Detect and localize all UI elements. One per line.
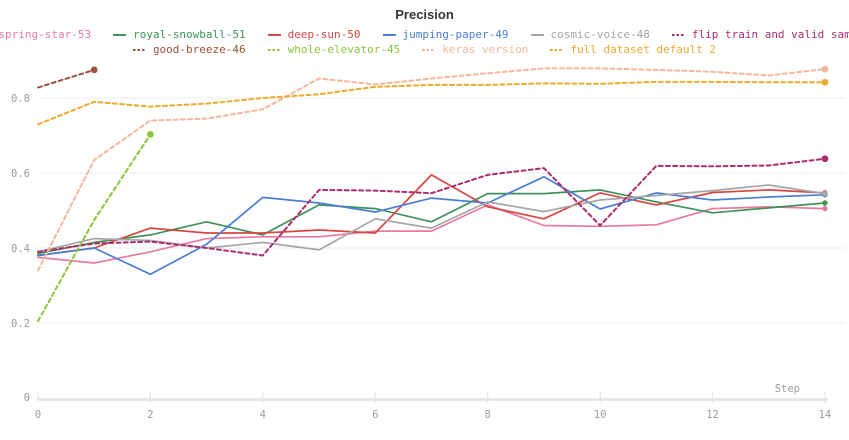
series-end-dot-good-breeze-46 (90, 66, 98, 74)
series-line-full-dataset-default-2[interactable] (37, 80, 826, 126)
x-tick-label: 10 (594, 409, 607, 421)
x-axis-title: Step (775, 383, 800, 395)
legend-item-whole-elevator-45[interactable]: whole-elevator-45 (267, 43, 401, 56)
legend-item-jumping-paper-49[interactable]: jumping-paper-49 (382, 28, 509, 41)
legend-item-flip-train-and-valid-sample[interactable]: flip train and valid sample (671, 28, 849, 41)
dashed-line-swatch-icon (671, 33, 685, 36)
legend-label: whole-elevator-45 (287, 43, 401, 56)
legend-label: good-breeze-46 (152, 43, 246, 56)
legend-item-keras-version[interactable]: keras version (422, 43, 528, 56)
chart-legend: spring-star-53 royal-snowball-51 deep-sun-… (0, 27, 849, 57)
dashed-line-swatch-icon (422, 48, 436, 51)
series-line-whole-elevator-45[interactable] (37, 133, 152, 323)
series-end-dot-flip-train-and-valid-sample (821, 155, 829, 163)
series-end-dot-royal-snowball-51 (822, 200, 828, 206)
solid-line-swatch-icon (530, 33, 544, 36)
legend-row: good-breeze-46 whole-elevator-45 keras ver… (0, 42, 849, 57)
y-tick-label: 0.8 (11, 93, 30, 105)
series-end-dot-full-dataset-default-2 (821, 78, 829, 86)
x-tick-label: 0 (35, 409, 41, 421)
series-end-dot-keras-version (821, 65, 829, 73)
series-end-dot-spring-star-53 (822, 205, 828, 212)
legend-item-full-dataset-default-2[interactable]: full dataset default 2 (550, 43, 716, 56)
x-tick-label: 14 (819, 409, 832, 421)
legend-item-spring-star-53[interactable]: spring-star-53 (0, 28, 91, 41)
x-tick-label: 2 (147, 409, 153, 421)
y-tick-label: 0.4 (11, 243, 30, 255)
solid-line-swatch-icon (382, 33, 396, 36)
solid-line-swatch-icon (267, 33, 281, 36)
y-tick-label: 0.2 (11, 318, 30, 330)
chart-title: Precision (395, 7, 454, 22)
series-line-spring-star-53[interactable] (37, 204, 826, 264)
series-line-keras-version[interactable] (37, 67, 826, 272)
series-line-jumping-paper-49[interactable] (37, 175, 826, 276)
series-line-flip-train-and-valid-sample[interactable] (37, 157, 826, 257)
legend-label: cosmic-voice-48 (550, 28, 650, 41)
legend-label: full dataset default 2 (570, 43, 717, 56)
dashed-line-swatch-icon (550, 48, 564, 51)
dashed-line-swatch-icon (132, 48, 146, 51)
legend-label: keras version (442, 43, 529, 56)
y-tick-label: 0.6 (11, 168, 30, 180)
legend-item-deep-sun-50[interactable]: deep-sun-50 (267, 28, 361, 41)
dashed-line-swatch-icon (267, 48, 281, 51)
series-end-dot-cosmic-voice-48 (822, 190, 828, 197)
legend-item-cosmic-voice-48[interactable]: cosmic-voice-48 (530, 28, 650, 41)
x-tick-label: 4 (260, 409, 266, 421)
x-tick-label: 6 (372, 409, 378, 421)
y-tick-label: 0 (24, 392, 30, 404)
legend-label: royal-snowball-51 (133, 28, 246, 41)
legend-item-royal-snowball-51[interactable]: royal-snowball-51 (113, 28, 246, 41)
legend-label: flip train and valid sample (691, 28, 849, 41)
x-tick-label: 8 (485, 409, 491, 421)
legend-row: spring-star-53 royal-snowball-51 deep-sun-… (0, 27, 849, 42)
legend-label: jumping-paper-49 (402, 28, 509, 41)
legend-label: deep-sun-50 (287, 28, 361, 41)
x-tick-label: 12 (706, 409, 719, 421)
series-end-dot-whole-elevator-45 (147, 130, 154, 138)
series-line-good-breeze-46[interactable] (37, 68, 96, 89)
series-line-deep-sun-50[interactable] (37, 174, 826, 257)
legend-item-good-breeze-46[interactable]: good-breeze-46 (132, 43, 246, 56)
legend-label: spring-star-53 (0, 28, 92, 41)
solid-line-swatch-icon (113, 33, 127, 36)
